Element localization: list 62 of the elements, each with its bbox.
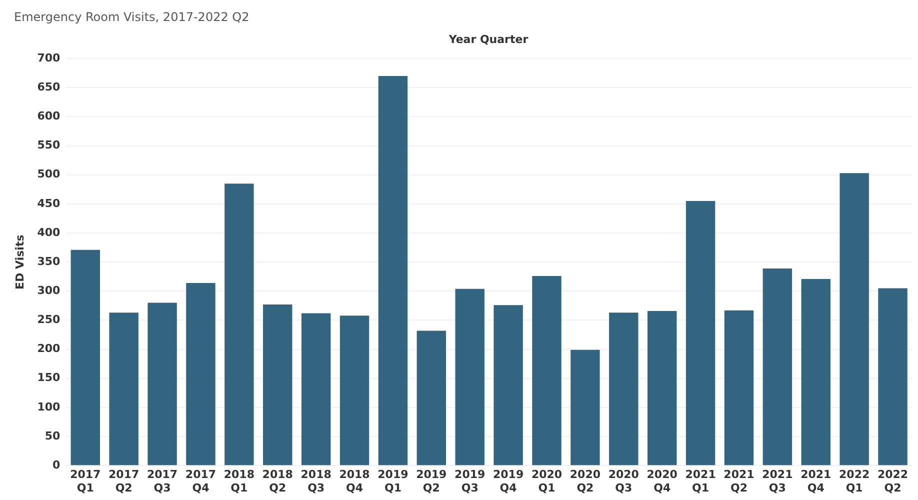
y-tick-label: 500 (37, 168, 60, 181)
bar (724, 310, 754, 466)
y-tick-label: 100 (37, 400, 60, 414)
chart-title: Emergency Room Visits, 2017-2022 Q2 (14, 10, 250, 24)
x-tick-label: 2020 Q3 (608, 468, 640, 494)
bar (647, 310, 677, 466)
x-axis-title: Year Quarter (448, 33, 530, 46)
y-tick-label: 400 (37, 226, 60, 239)
x-tick-label: 2021 Q1 (685, 468, 716, 494)
bar (570, 350, 600, 466)
bar (70, 250, 100, 466)
x-tick-label: 2017 Q4 (185, 468, 216, 494)
bar (455, 288, 484, 466)
y-axis-title: ED Visits (13, 234, 26, 290)
x-tick-label: 2018 Q2 (262, 468, 293, 494)
x-tick-label: 2020 Q4 (646, 468, 678, 494)
bar (494, 305, 523, 466)
x-tick-label: 2020 Q1 (531, 468, 562, 494)
bar (263, 304, 292, 466)
x-tick-label: 2019 Q4 (492, 468, 524, 494)
x-tick-label: 2022 Q2 (877, 468, 908, 494)
bar (416, 330, 446, 466)
x-tick-label: 2017 Q1 (70, 468, 101, 494)
bar (301, 313, 331, 466)
bar (762, 268, 792, 466)
y-tick-label: 250 (37, 313, 60, 326)
bar (532, 276, 562, 466)
x-tick-label: 2021 Q2 (724, 468, 754, 494)
bar (840, 173, 869, 466)
x-tick-label: 2018 Q4 (339, 468, 370, 494)
x-tick-label: 2021 Q3 (762, 468, 793, 494)
x-tick-label: 2018 Q3 (300, 468, 332, 494)
x-tick-label: 2017 Q2 (108, 468, 140, 494)
y-tick-label: 50 (44, 429, 61, 442)
bar (109, 312, 138, 466)
x-tick-label: 2019 Q1 (378, 468, 408, 494)
y-tick-label: 700 (37, 51, 60, 64)
bar (801, 278, 830, 466)
x-tick-label: 2019 Q3 (454, 468, 486, 494)
x-tick-label: 2018 Q1 (224, 468, 254, 494)
y-tick-label: 300 (37, 284, 60, 298)
x-tick-label: 2022 Q1 (839, 468, 870, 494)
bar (686, 201, 716, 466)
y-tick-label: 450 (37, 196, 60, 210)
y-tick-label: 550 (37, 138, 60, 152)
bar (378, 76, 408, 466)
y-tick-label: 150 (37, 371, 60, 384)
bar (878, 288, 908, 466)
y-tick-label: 0 (52, 458, 61, 472)
x-tick-label: 2021 Q4 (800, 468, 832, 494)
bar (340, 316, 370, 466)
bar (148, 302, 177, 466)
bar (224, 184, 254, 466)
bar (186, 283, 216, 466)
bar (609, 312, 638, 466)
y-tick-label: 600 (37, 110, 60, 123)
y-tick-label: 200 (37, 342, 60, 356)
x-tick-label: 2020 Q2 (570, 468, 601, 494)
x-tick-label: 2019 Q2 (416, 468, 447, 494)
y-tick-label: 350 (37, 254, 60, 268)
y-tick-label: 650 (37, 80, 60, 94)
x-tick-label: 2017 Q3 (146, 468, 178, 494)
